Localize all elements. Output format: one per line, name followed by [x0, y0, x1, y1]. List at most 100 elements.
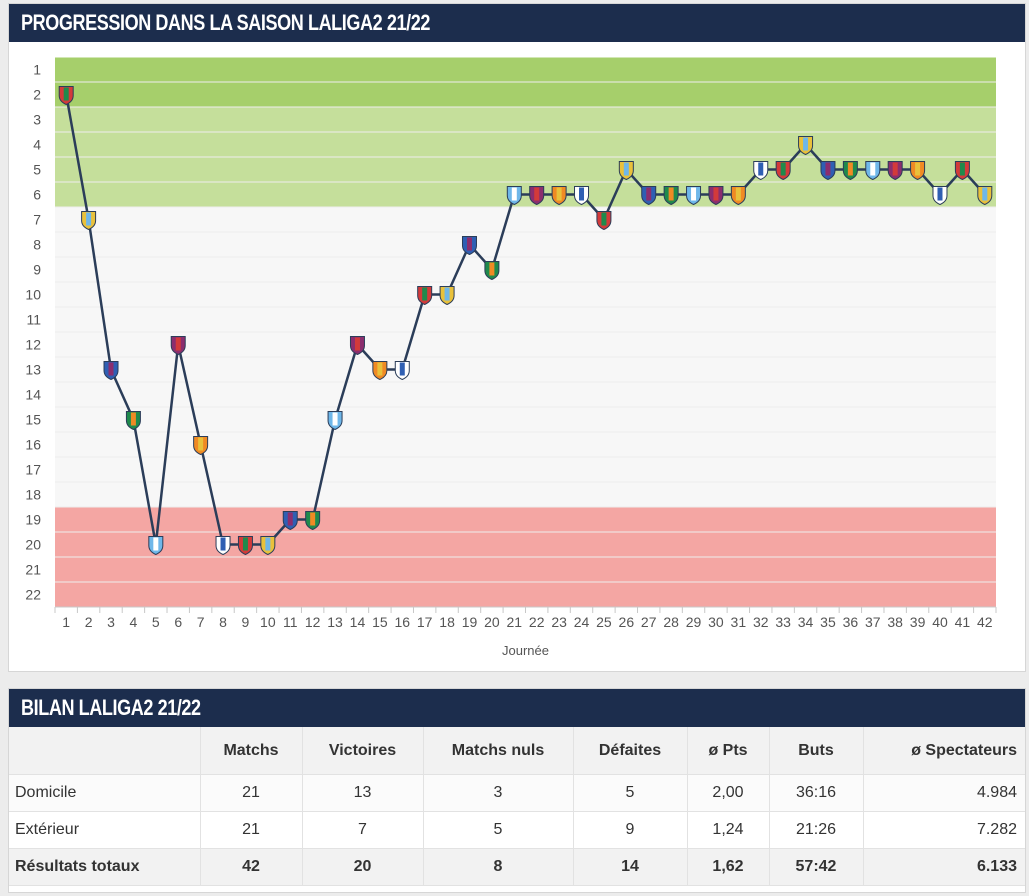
y-tick-label: 11: [26, 312, 41, 328]
x-tick-label: 42: [977, 614, 993, 630]
y-tick-label: 10: [25, 287, 41, 303]
data-point: [237, 536, 253, 556]
col-header-victoires: Victoires: [302, 727, 424, 775]
data-point: [977, 186, 993, 206]
data-point: [506, 186, 522, 206]
data-point: [305, 511, 321, 531]
data-point: [708, 186, 724, 206]
data-point: [103, 361, 119, 381]
data-point: [865, 161, 881, 181]
data-point: [574, 186, 590, 206]
x-tick-label: 9: [242, 614, 250, 630]
data-point: [551, 186, 567, 206]
x-tick-label: 8: [219, 614, 227, 630]
table-row-total: Résultats totaux 42 20 8 14 1,62 57:42 6…: [9, 848, 1025, 886]
x-tick-label: 6: [174, 614, 182, 630]
x-tick-label: 17: [417, 614, 433, 630]
data-point: [327, 411, 343, 431]
x-tick-label: 33: [775, 614, 791, 630]
x-tick-label: 25: [596, 614, 612, 630]
x-tick-label: 14: [350, 614, 366, 630]
progression-title: PROGRESSION DANS LA SAISON LALIGA2 21/22: [21, 10, 430, 35]
y-tick-label: 21: [25, 562, 41, 578]
data-point: [193, 436, 209, 456]
x-tick-label: 40: [932, 614, 948, 630]
y-tick-label: 2: [33, 87, 41, 103]
data-point: [170, 336, 186, 356]
data-point: [349, 336, 365, 356]
progression-header: PROGRESSION DANS LA SAISON LALIGA2 21/22: [9, 4, 1025, 42]
summary-panel: BILAN LALIGA2 21/22 Matchs Victoires Mat…: [8, 688, 1026, 893]
data-point: [842, 161, 858, 181]
y-tick-label: 12: [25, 337, 41, 353]
y-tick-label: 8: [33, 237, 41, 253]
x-tick-label: 18: [439, 614, 455, 630]
table-cell: 3: [423, 774, 574, 812]
x-tick-label: 15: [372, 614, 388, 630]
table-cell: 7: [302, 811, 424, 849]
table-row: Extérieur 21 7 5 9 1,24 21:26 7.282: [9, 811, 1025, 849]
table-cell: 7.282: [863, 811, 1025, 849]
data-point: [81, 211, 97, 231]
y-tick-label: 3: [33, 112, 41, 128]
col-header-buts: Buts: [769, 727, 864, 775]
y-tick-label: 6: [33, 187, 41, 203]
table-cell: 21:26: [769, 811, 864, 849]
data-point: [439, 286, 455, 306]
row-label: Résultats totaux: [9, 848, 201, 886]
y-tick-label: 7: [33, 212, 41, 228]
data-point: [641, 186, 657, 206]
data-point: [148, 536, 164, 556]
data-point: [887, 161, 903, 181]
col-header-spectateurs: ø Spectateurs: [863, 727, 1025, 775]
x-tick-label: 39: [910, 614, 926, 630]
table-cell: 14: [573, 848, 688, 886]
data-point: [954, 161, 970, 181]
table-cell: 36:16: [769, 774, 864, 812]
x-tick-label: 3: [107, 614, 115, 630]
table-cell: 8: [423, 848, 574, 886]
y-tick-label: 4: [33, 137, 41, 153]
x-tick-label: 16: [394, 614, 410, 630]
table-cell: 5: [573, 774, 688, 812]
x-tick-label: 28: [663, 614, 679, 630]
y-tick-label: 19: [25, 512, 41, 528]
y-tick-label: 5: [33, 162, 41, 178]
x-tick-label: 38: [887, 614, 903, 630]
data-point: [686, 186, 702, 206]
data-point: [394, 361, 410, 381]
summary-title: BILAN LALIGA2 21/22: [21, 695, 201, 720]
x-tick-label: 34: [798, 614, 814, 630]
x-tick-label: 2: [85, 614, 93, 630]
table-cell: 20: [302, 848, 424, 886]
x-tick-label: 30: [708, 614, 724, 630]
data-point: [529, 186, 545, 206]
x-tick-label: 31: [731, 614, 747, 630]
table-cell: 21: [200, 811, 303, 849]
data-point: [798, 136, 814, 156]
x-tick-label: 29: [686, 614, 702, 630]
y-tick-label: 18: [25, 487, 41, 503]
x-tick-label: 27: [641, 614, 657, 630]
x-tick-label: 36: [843, 614, 859, 630]
x-tick-label: 4: [130, 614, 138, 630]
row-label: Extérieur: [9, 811, 201, 849]
x-tick-label: 26: [619, 614, 635, 630]
data-point: [618, 161, 634, 181]
x-tick-label: 12: [305, 614, 321, 630]
table-cell: 4.984: [863, 774, 1025, 812]
y-tick-label: 17: [25, 462, 41, 478]
y-tick-label: 20: [25, 537, 41, 553]
col-header-nuls: Matchs nuls: [423, 727, 574, 775]
y-tick-label: 9: [33, 262, 41, 278]
col-header-defaites: Défaites: [573, 727, 688, 775]
data-point: [461, 236, 477, 256]
summary-header: BILAN LALIGA2 21/22: [9, 689, 1025, 727]
x-tick-label: 22: [529, 614, 545, 630]
x-tick-label: 5: [152, 614, 160, 630]
x-tick-label: 7: [197, 614, 205, 630]
x-tick-label: 32: [753, 614, 769, 630]
table-cell: 1,24: [687, 811, 770, 849]
table-cell: 1,62: [687, 848, 770, 886]
